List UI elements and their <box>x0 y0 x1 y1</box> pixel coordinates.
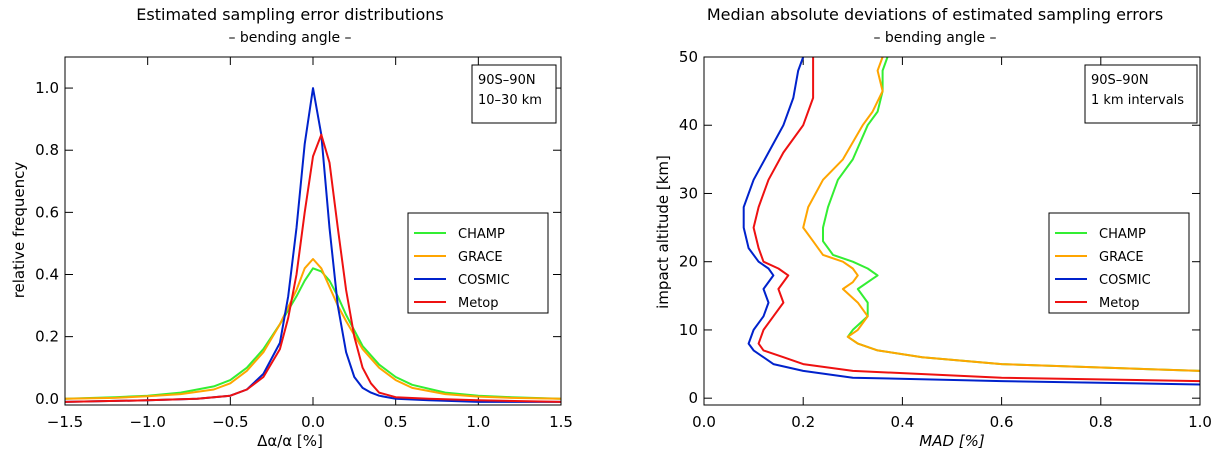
y-tick-label: 1.0 <box>35 79 59 97</box>
legend: CHAMP GRACE COSMIC Metop <box>1048 212 1190 314</box>
annotation-line-2: 10–30 km <box>478 93 542 108</box>
legend-label-metop: Metop <box>1099 296 1140 311</box>
series-line-metop <box>64 133 562 403</box>
series-line-champ <box>64 267 562 400</box>
x-tick-label: 1.5 <box>549 413 573 431</box>
y-axis-label: relative frequency <box>10 162 28 299</box>
x-tick-label: −0.5 <box>212 413 248 431</box>
y-tick-label: 30 <box>679 184 698 202</box>
region-annotation: 90S–90N 10–30 km <box>471 64 557 124</box>
x-tick-label: 0.0 <box>301 413 325 431</box>
legend-label-grace: GRACE <box>1099 250 1144 265</box>
legend-label-cosmic: COSMIC <box>1099 273 1151 288</box>
x-tick-label: −1.5 <box>47 413 83 431</box>
legend-label-metop: Metop <box>458 296 499 311</box>
x-tick-label: 0.2 <box>791 413 815 431</box>
legend-label-cosmic: COSMIC <box>458 273 510 288</box>
y-tick-label: 0.4 <box>35 266 59 284</box>
series-line-metop <box>752 57 1201 383</box>
x-axis-label: Δα/α [%] <box>257 432 323 450</box>
x-tick-label: 1.0 <box>466 413 490 431</box>
series-lines <box>64 87 562 403</box>
x-tick-label: 1.0 <box>1188 413 1212 431</box>
chart-subtitle: – bending angle – <box>228 30 351 46</box>
annotation-line-2: 1 km intervals <box>1091 93 1184 108</box>
axis-ticks: 0.0 0.2 0.4 0.6 0.8 1.0 0 10 20 30 40 50 <box>679 48 1212 431</box>
y-tick-label: 20 <box>679 253 698 271</box>
axis-ticks: −1.5 −1.0 −0.5 0.0 0.5 1.0 1.5 0.0 0.2 0.4 0.6 0.8 1… <box>35 57 573 431</box>
y-tick-label: 50 <box>679 48 698 66</box>
chart-title: Median absolute deviations of estimated … <box>707 5 1163 24</box>
y-tick-label: 10 <box>679 321 698 339</box>
x-tick-label: 0.8 <box>1089 413 1113 431</box>
x-tick-label: 0.5 <box>384 413 408 431</box>
legend: CHAMP GRACE COSMIC Metop <box>407 212 549 314</box>
y-axis-label: impact altitude [km] <box>654 155 672 309</box>
y-tick-label: 0.8 <box>35 141 59 159</box>
chart-median-absolute-deviations: Median absolute deviations of estimated … <box>654 5 1212 450</box>
legend-label-grace: GRACE <box>458 250 503 265</box>
x-tick-label: −1.0 <box>129 413 165 431</box>
y-tick-label: 40 <box>679 116 698 134</box>
y-tick-label: 0.0 <box>35 390 59 408</box>
plot-frame <box>703 56 1201 406</box>
y-tick-label: 0.2 <box>35 328 59 346</box>
annotation-line-1: 90S–90N <box>1091 73 1149 88</box>
x-tick-label: 0.6 <box>990 413 1014 431</box>
annotation-line-1: 90S–90N <box>478 73 536 88</box>
series-line-grace <box>802 56 1201 372</box>
x-axis-label: MAD [%] <box>919 432 985 450</box>
series-lines <box>742 56 1201 386</box>
series-line-grace <box>64 258 562 400</box>
x-tick-label: 0.0 <box>692 413 716 431</box>
plot-frame <box>64 56 562 406</box>
region-annotation: 90S–90N 1 km intervals <box>1084 64 1198 124</box>
y-tick-label: 0 <box>688 389 698 407</box>
x-tick-label: 0.4 <box>890 413 914 431</box>
chart-subtitle: – bending angle – <box>873 30 996 46</box>
chart-sampling-error-distributions: Estimated sampling error distributions –… <box>10 5 573 450</box>
chart-title: Estimated sampling error distributions <box>136 5 443 24</box>
legend-label-champ: CHAMP <box>1099 227 1146 242</box>
legend-label-champ: CHAMP <box>458 227 505 242</box>
series-line-cosmic <box>742 56 1201 386</box>
y-tick-label: 0.6 <box>35 203 59 221</box>
